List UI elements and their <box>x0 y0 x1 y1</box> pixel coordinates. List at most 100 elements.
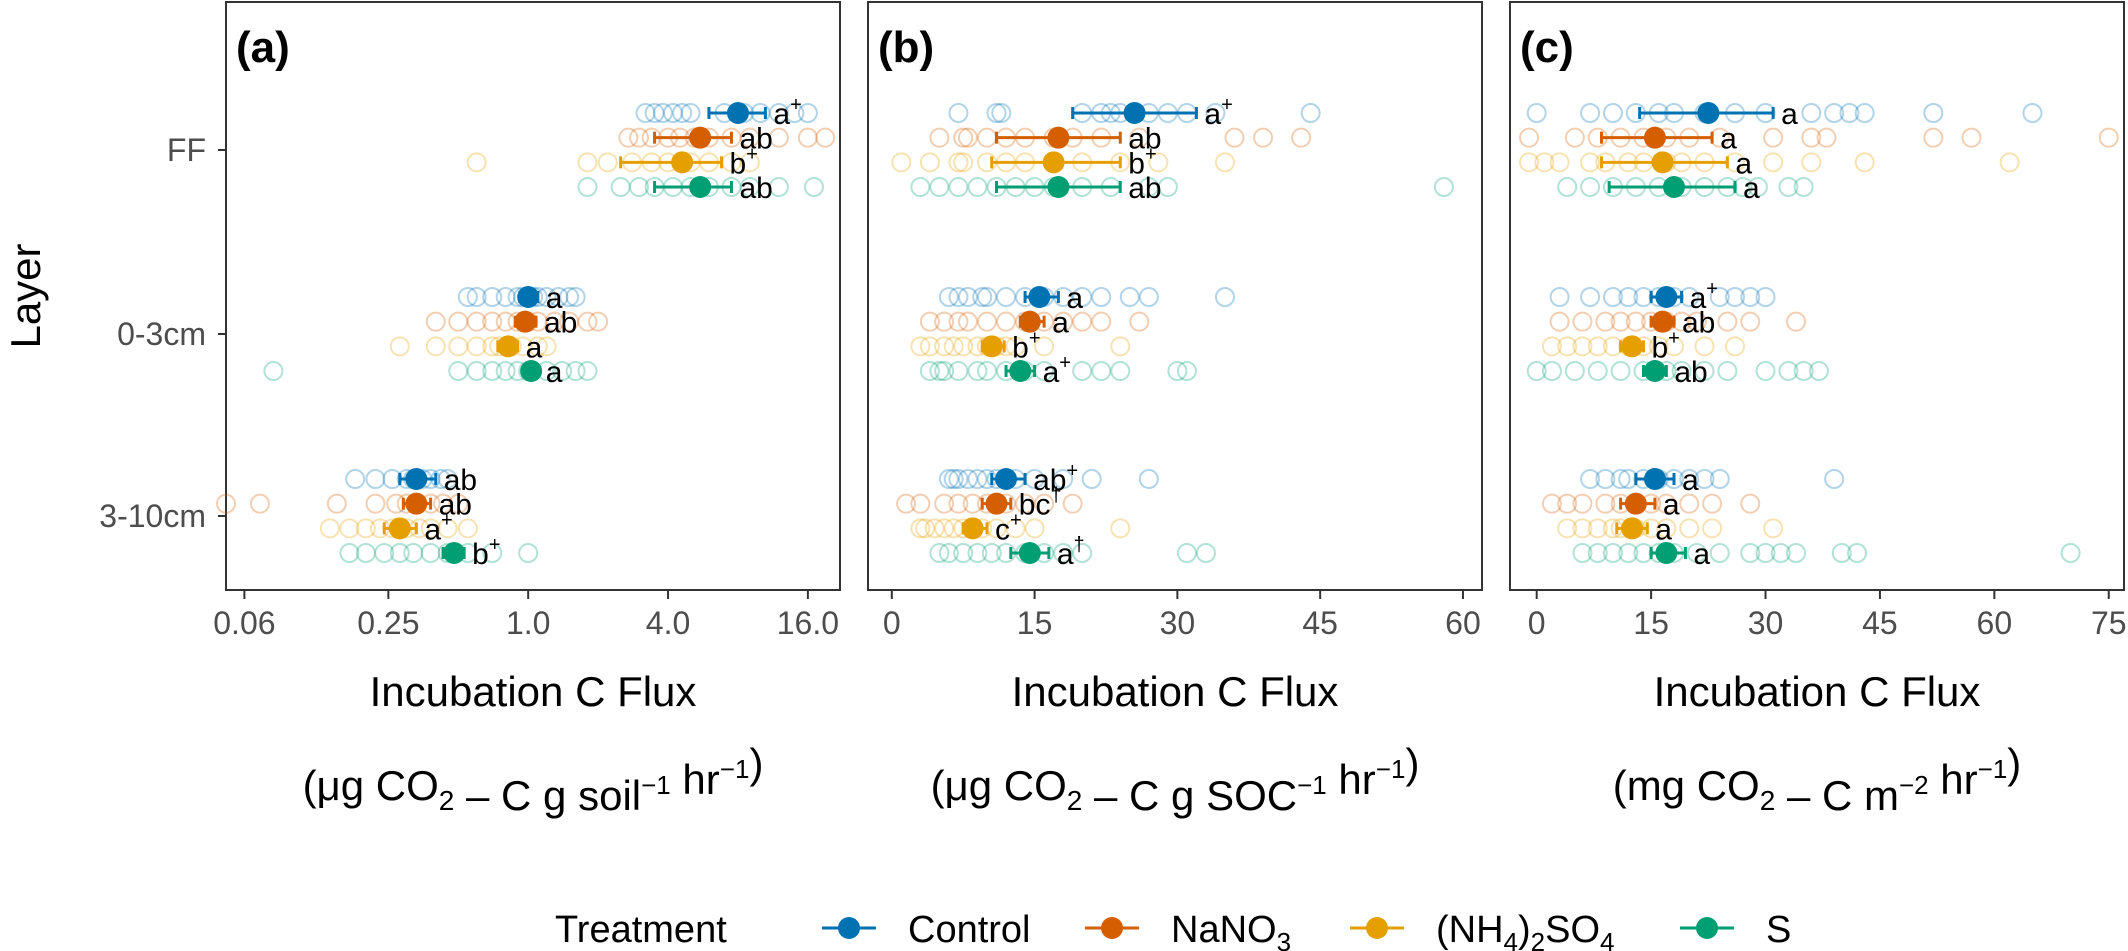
significance-letter: a <box>1655 513 1672 546</box>
raw-data-point <box>1694 336 1715 357</box>
significance-label: a <box>1655 513 1672 546</box>
raw-data-point <box>652 103 673 123</box>
units-subscript: 2 <box>439 785 455 816</box>
significance-mark: † <box>1050 485 1061 507</box>
raw-data-point <box>1091 311 1112 332</box>
raw-data-point <box>1923 103 1944 123</box>
raw-data-point <box>1610 361 1631 381</box>
raw-data-point <box>934 493 955 514</box>
raw-data-point <box>1091 287 1112 307</box>
raw-data-point <box>420 543 441 563</box>
raw-data-point <box>389 336 410 357</box>
raw-data-point <box>929 177 950 197</box>
raw-data-point <box>1778 177 1799 197</box>
raw-data-point <box>466 311 487 332</box>
raw-data-point <box>1557 518 1578 539</box>
raw-data-point <box>1572 518 1593 539</box>
raw-data-point <box>976 361 997 381</box>
raw-data-point <box>644 103 665 123</box>
raw-data-point <box>1572 336 1593 357</box>
raw-data-point <box>1847 543 1868 563</box>
raw-data-point <box>1755 287 1776 307</box>
raw-data-point <box>1176 543 1197 563</box>
raw-data-point <box>1686 543 1707 563</box>
raw-data-point <box>1557 493 1578 514</box>
significance-letter: a <box>546 356 563 389</box>
raw-data-point <box>938 543 959 563</box>
raw-data-point <box>433 493 454 514</box>
raw-data-point <box>957 127 978 148</box>
raw-data-point <box>1786 543 1807 563</box>
raw-data-point <box>1214 287 1235 307</box>
raw-data-point <box>815 127 836 148</box>
raw-data-point <box>527 336 548 357</box>
significance-letter: a <box>1781 98 1798 131</box>
raw-data-point <box>2022 103 2043 123</box>
raw-data-point <box>1595 469 1616 489</box>
legend-text-part: Control <box>908 909 1031 951</box>
x-tick-label: 15 <box>1017 605 1053 641</box>
units-text: ) <box>749 740 763 787</box>
mean-point <box>1042 151 1065 174</box>
mean-point <box>443 542 466 564</box>
raw-data-point <box>1816 127 1837 148</box>
mean-point <box>1028 286 1051 308</box>
raw-data-point <box>548 287 569 307</box>
x-axis-title: Incubation C Flux <box>1012 668 1339 715</box>
raw-data-point <box>1831 543 1852 563</box>
raw-data-point <box>1541 361 1562 381</box>
mean-point <box>1047 176 1070 198</box>
x-tick-label: 16.0 <box>777 605 839 641</box>
raw-data-point <box>1610 469 1631 489</box>
units-text: – C g soil <box>454 772 641 819</box>
raw-data-point <box>466 152 487 173</box>
significance-label: c+ <box>995 509 1022 546</box>
raw-data-point <box>1595 311 1616 332</box>
raw-data-point <box>996 311 1017 332</box>
raw-data-point <box>1526 361 1547 381</box>
raw-data-point <box>425 311 446 332</box>
panel-3: (c) 0 15 30 45 60 75 Incubation C Flux (mg CO2 –… <box>1509 1 2127 819</box>
raw-data-point <box>437 518 458 539</box>
raw-data-point <box>1740 287 1761 307</box>
legend-text-part: (NH <box>1436 909 1504 951</box>
raw-data-point <box>482 361 503 381</box>
raw-data-point <box>577 152 598 173</box>
significance-label: ab <box>739 123 772 156</box>
raw-data-point <box>448 311 469 332</box>
raw-data-point <box>559 311 580 332</box>
raw-data-point <box>1091 361 1112 381</box>
raw-data-point <box>495 287 516 307</box>
raw-data-point <box>768 177 789 197</box>
raw-data-point <box>466 361 487 381</box>
mean-point <box>1655 286 1678 308</box>
raw-data-point <box>943 336 964 357</box>
raw-data-point <box>991 103 1012 123</box>
units-text: hr <box>1327 756 1376 803</box>
mean-point <box>1662 176 1685 198</box>
significance-letter: b <box>1651 331 1668 364</box>
legend-label: Control <box>908 909 1031 951</box>
units-text: – C m <box>1775 772 1899 819</box>
raw-data-point <box>1717 311 1738 332</box>
raw-data-point <box>1709 469 1730 489</box>
significance-mark: + <box>790 94 802 116</box>
raw-data-point <box>957 287 978 307</box>
units-text: (mg CO <box>1613 762 1760 809</box>
significance-mark: + <box>1010 509 1022 531</box>
mean-point <box>980 335 1003 358</box>
units-superscript: −1 <box>1297 770 1327 800</box>
panel-tag: (a) <box>236 23 290 72</box>
raw-data-point <box>1801 152 1822 173</box>
raw-data-point <box>948 287 969 307</box>
raw-data-point <box>1034 493 1055 514</box>
raw-data-point <box>739 177 760 197</box>
mean-point <box>726 102 749 124</box>
raw-data-point <box>948 103 969 123</box>
raw-data-point <box>466 287 487 307</box>
raw-data-point <box>919 336 940 357</box>
raw-data-point <box>953 152 974 173</box>
raw-data-point <box>1519 127 1540 148</box>
raw-data-point <box>482 287 503 307</box>
